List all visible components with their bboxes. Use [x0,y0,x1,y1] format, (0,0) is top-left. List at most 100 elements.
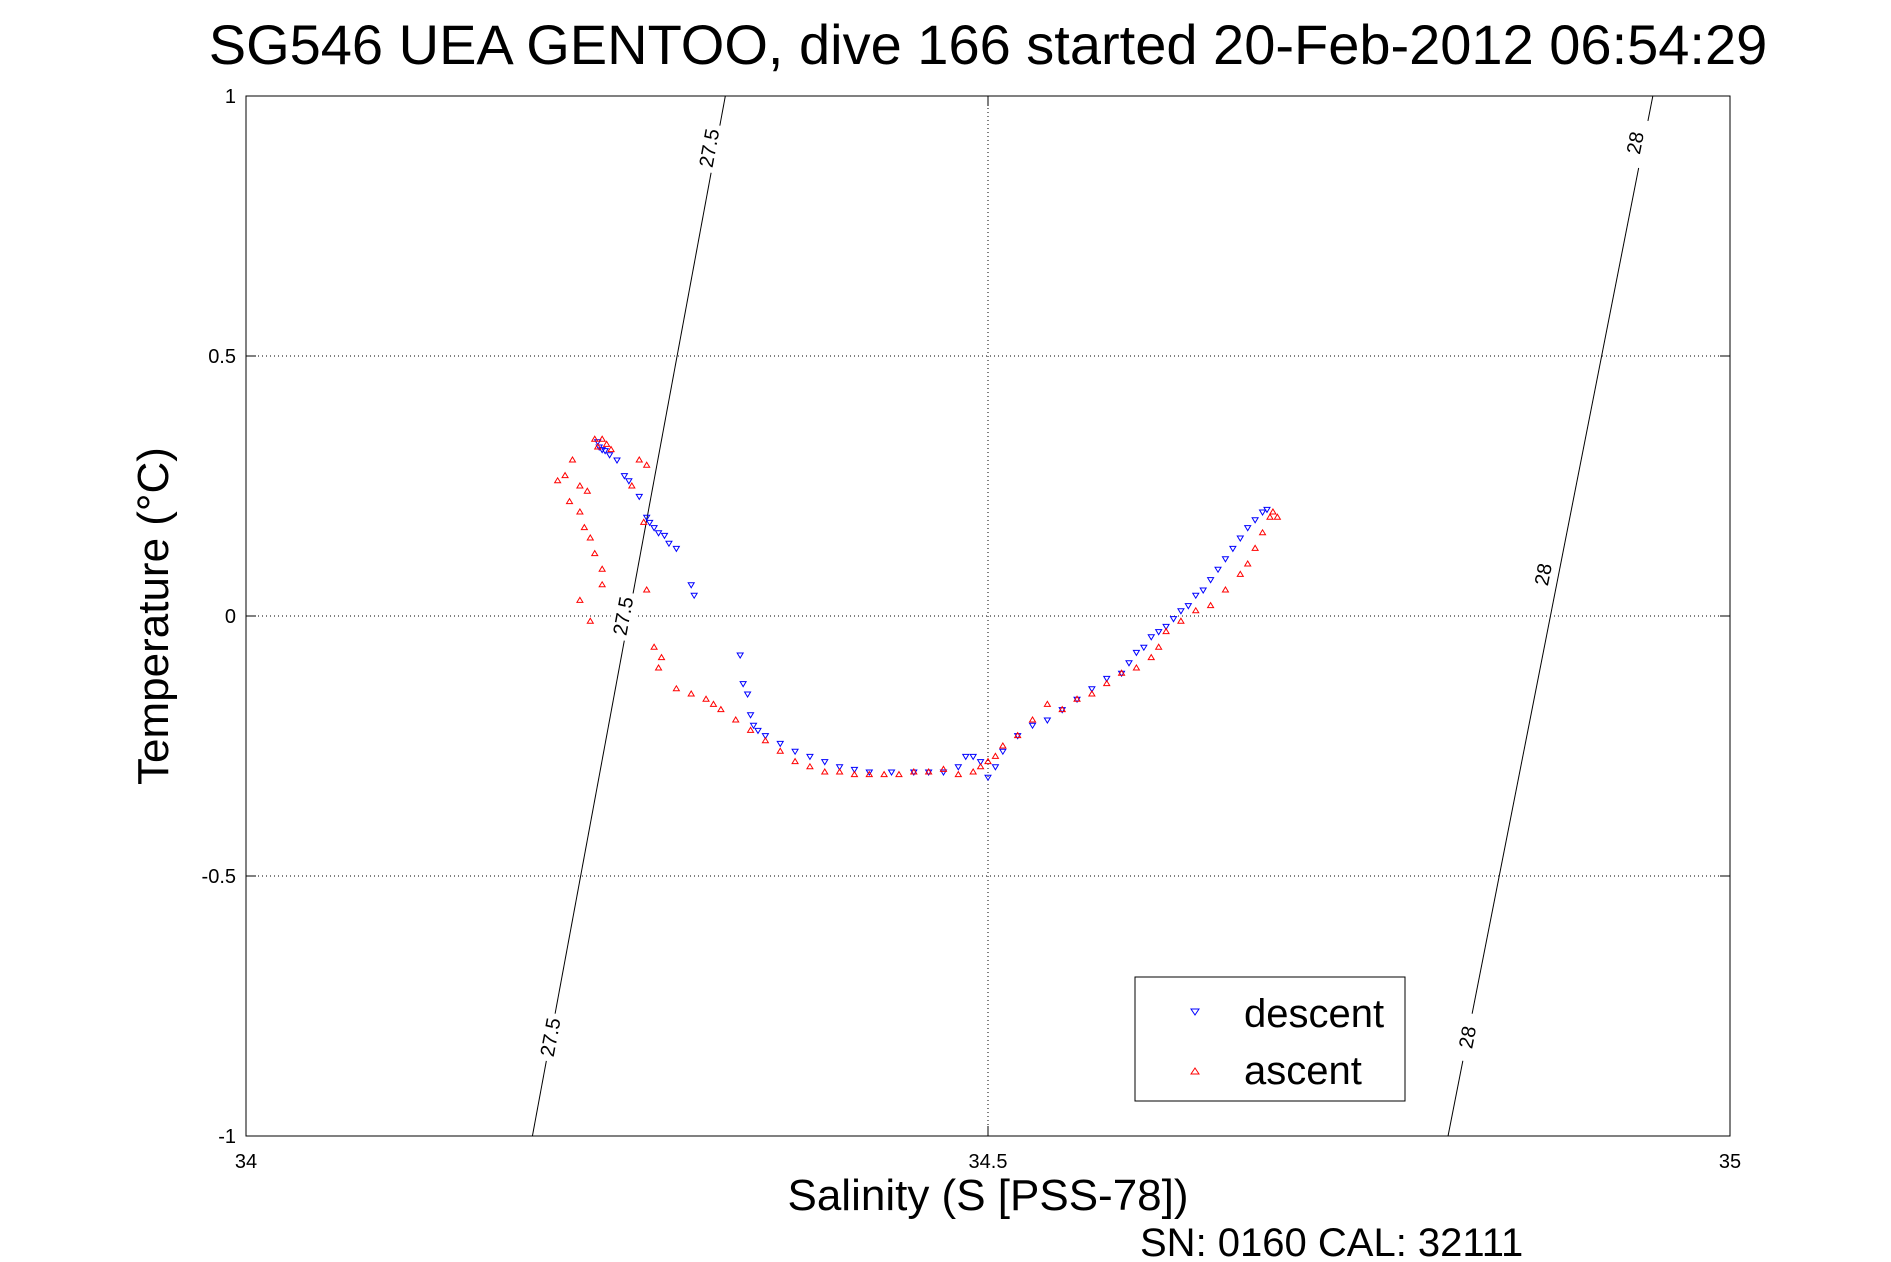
ascent-point [1221,586,1230,593]
ascent-point [746,726,755,733]
ascent-point [1087,690,1096,697]
descent-point [635,493,644,501]
ascent-point [761,736,770,744]
ascent-point [642,461,651,468]
descent-point [1184,603,1193,610]
ascent-point [806,762,814,770]
descent-point [1028,722,1037,730]
ascent-point [791,757,799,765]
descent-point [754,727,762,735]
descent-point [601,448,610,455]
ascent-point [1154,643,1163,650]
descent-point [1258,509,1267,516]
descent-point [654,530,663,537]
ascent-point [1102,679,1111,687]
ascent-point [1117,669,1126,676]
ascent-point [850,770,859,778]
y-tick-label: -0.5 [202,866,236,888]
ascent-point [1273,513,1282,520]
descent-point [1147,634,1156,641]
ascent-point [776,747,785,754]
ascent-point [576,482,584,489]
x-tick-label: 34 [235,1151,257,1173]
descent-point [984,774,992,782]
descent-point [887,769,896,776]
ascent-point [598,580,607,588]
ascent-point [820,768,829,775]
ascent-point [709,700,718,707]
descent-point [850,766,859,774]
descent-point [739,681,748,688]
ascent-point [1028,716,1037,723]
y-tick-label: 1 [225,86,236,108]
ascent-point [702,695,710,702]
descent-point [835,764,844,771]
descent-point [1102,675,1111,683]
descent-point [690,592,699,600]
y-tick-label: -1 [218,1126,236,1148]
descent-point [969,753,978,761]
descent-point [1236,535,1245,542]
isopycnal-line-28 [1447,96,1654,1136]
descent-point [1199,587,1208,594]
descent-point [672,545,681,553]
ascent-point [1258,528,1267,536]
descent-point [687,582,696,589]
ascent-point [583,487,592,494]
descent-point [1214,566,1222,574]
isopycnal-label-bg [606,590,640,642]
ascent-point [1177,617,1185,624]
ascent-point [969,768,978,775]
descent-point [1206,577,1215,584]
x-tick-label: 35 [1719,1151,1741,1173]
ascent-point [586,617,595,624]
descent-point [660,532,669,540]
isopycnal-label-bg [1450,1011,1484,1064]
ascent-point [635,456,644,463]
y-axis-label: Temperature (°C) [129,447,178,785]
ascent-point [598,435,607,442]
descent-point [820,759,829,766]
isopycnal-label-bg [1526,548,1560,601]
isopycnal-label: 28 [1531,562,1557,588]
isopycnal-label-bg [534,1011,567,1063]
ascent-point [580,523,589,531]
ascent-point [1058,705,1067,713]
descent-point [736,652,745,659]
ascent-point [1266,513,1274,520]
ascent-point [568,456,577,463]
x-axis-label: Salinity (S [PSS-78]) [787,1171,1188,1220]
y-tick-label: 0.5 [208,346,236,368]
ascent-point [607,445,615,453]
descent-point [776,740,785,748]
descent-point [791,748,799,756]
ascent-point [1206,601,1215,609]
descent-point [1221,556,1230,563]
descent-point [1263,506,1271,514]
isopycnal-label-bg [1618,116,1652,169]
y-tick-label: 0 [225,606,236,628]
descent-point [1117,670,1126,678]
ascent-point [1236,570,1245,577]
descent-point [665,540,673,548]
isopycnal-label: 28 [1623,130,1649,156]
ascent-point [627,482,636,489]
descent-point [1243,525,1252,532]
ascent-point [576,596,584,603]
descent-point [924,769,933,776]
ascent-point [1269,508,1277,515]
ascent-point [1043,700,1052,707]
ascent-point [586,534,595,541]
descent-point [645,519,654,527]
ascent-point [657,653,666,661]
ascent-point [561,471,569,479]
descent-point [1058,707,1067,714]
isopycnal-label-bg [692,122,726,174]
ascent-point [1073,695,1081,702]
descent-point [865,769,874,776]
ascent-point [984,757,992,765]
descent-point [939,769,948,776]
descent-point [746,712,755,719]
descent-point [613,457,621,464]
